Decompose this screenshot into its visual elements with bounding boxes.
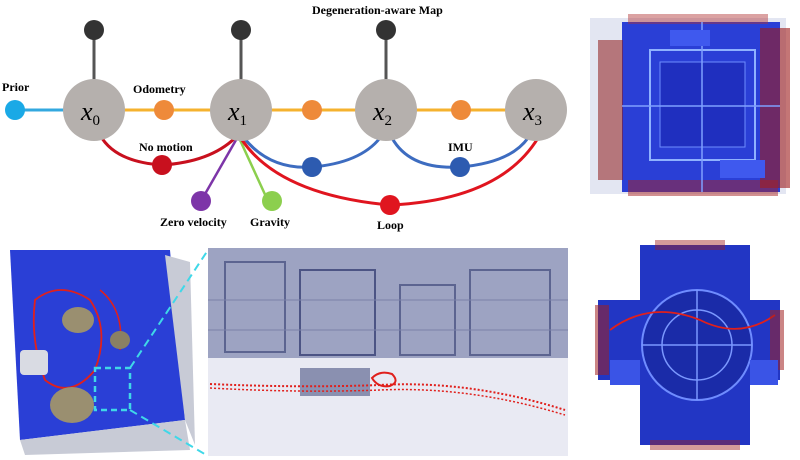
map-title: Degeneration-aware Map — [312, 3, 443, 17]
landmark-node — [84, 20, 104, 40]
gravity-factor — [262, 191, 282, 211]
zoom-connector-bottom — [129, 409, 209, 457]
odometry-factor — [451, 100, 471, 120]
loop-edge — [240, 137, 540, 207]
imu-factor — [302, 157, 322, 177]
odometry-label: Odometry — [133, 82, 186, 96]
landmark-node — [231, 20, 251, 40]
map-bottom-left — [0, 238, 200, 458]
zero-velocity-edge — [199, 139, 238, 202]
state-node-x1 — [210, 79, 272, 141]
state-node-x2 — [355, 79, 417, 141]
zoom-view — [208, 248, 568, 456]
no-motion-factor — [152, 155, 172, 175]
zero-velocity-factor — [191, 191, 211, 211]
state-label-x0: x0 — [80, 97, 100, 129]
state-label-x3: x3 — [522, 97, 542, 129]
prior-factor — [5, 100, 25, 120]
zoom-connector-top — [129, 249, 209, 369]
prior-label: Prior — [2, 80, 30, 94]
loop-factor — [380, 195, 400, 215]
odometry-factor — [302, 100, 322, 120]
gravity-edge — [238, 139, 270, 202]
state-node-x0 — [63, 79, 125, 141]
odometry-factor — [154, 100, 174, 120]
imu-factor — [450, 157, 470, 177]
state-node-x3 — [505, 79, 567, 141]
zero-velocity-label: Zero velocity — [160, 215, 227, 229]
imu-label: IMU — [448, 140, 473, 154]
state-label-x1: x1 — [227, 97, 247, 129]
no-motion-label: No motion — [139, 140, 193, 154]
map-top-right — [577, 10, 799, 205]
map-bottom-right — [577, 228, 799, 456]
gravity-label: Gravity — [250, 215, 290, 229]
state-label-x2: x2 — [372, 97, 392, 129]
landmark-node — [376, 20, 396, 40]
loop-label: Loop — [377, 218, 404, 232]
